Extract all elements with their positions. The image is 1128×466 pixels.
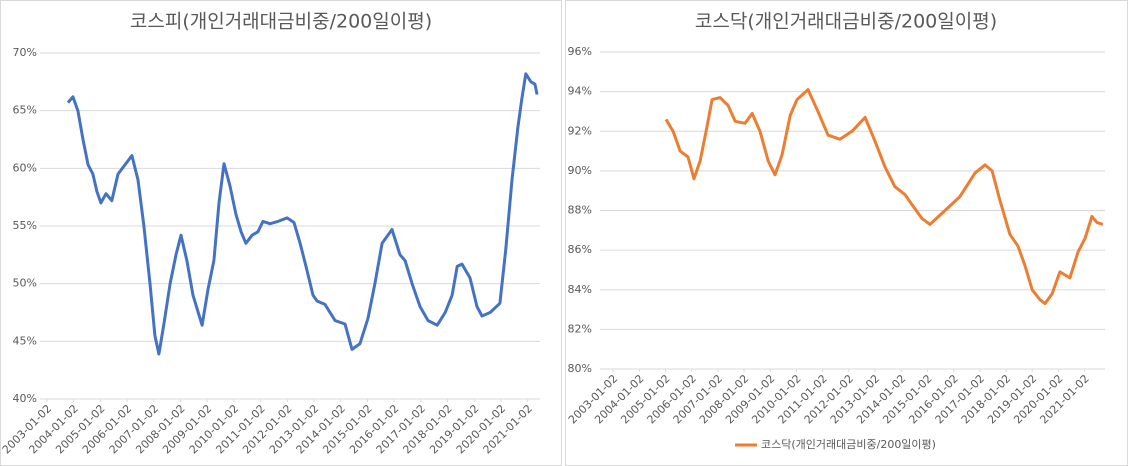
y-tick-label: 82% <box>568 322 592 335</box>
y-tick-label: 84% <box>568 283 592 296</box>
y-tick-label: 55% <box>13 219 37 232</box>
y-tick-label: 92% <box>568 124 592 137</box>
data-line <box>66 72 539 356</box>
y-tick-label: 40% <box>13 392 37 405</box>
right-panel <box>565 0 1128 466</box>
chart-title: 코스닥(개인거래대금비중/200일이평) <box>695 11 997 33</box>
y-tick-label: 50% <box>13 277 37 290</box>
data-line <box>664 88 1104 306</box>
legend-label: 코스닥(개인거래대금비중/200일이평) <box>761 437 936 451</box>
y-tick-label: 45% <box>13 334 37 347</box>
y-tick-label: 86% <box>568 243 592 256</box>
y-tick-label: 96% <box>568 45 592 58</box>
y-tick-label: 65% <box>13 104 37 117</box>
y-tick-label: 80% <box>568 362 592 375</box>
y-tick-label: 94% <box>568 85 592 98</box>
left-panel <box>0 0 562 466</box>
y-tick-label: 60% <box>13 161 37 174</box>
chart-title: 코스피(개인거래대금비중/200일이평) <box>130 11 432 33</box>
y-tick-label: 90% <box>568 164 592 177</box>
y-tick-label: 88% <box>568 204 592 217</box>
y-tick-label: 70% <box>13 46 37 59</box>
